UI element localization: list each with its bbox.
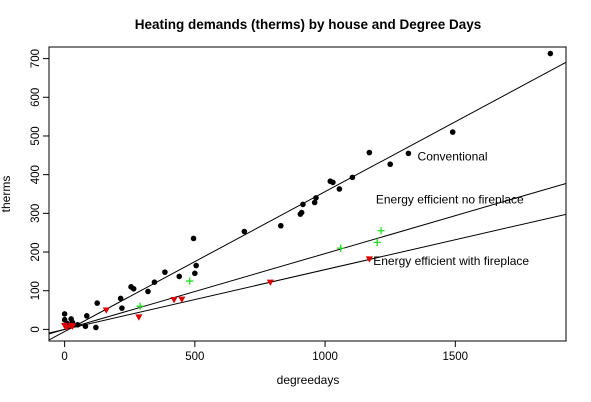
annotation-1: Energy efficient no fireplace (376, 192, 524, 206)
data-point-s0-14 (145, 288, 151, 295)
data-point-s0-36 (547, 50, 554, 57)
data-point-s2-1 (63, 324, 71, 332)
annotation-2: Energy efficient with fireplace (373, 254, 529, 268)
data-point-s0-5 (74, 321, 81, 328)
data-point-s0-34 (405, 150, 412, 157)
x-tick-label-3: 1500 (443, 351, 469, 363)
data-point-s0-16 (162, 269, 168, 275)
y-tick-label-1: 100 (30, 281, 42, 300)
y-tick-label-6: 600 (30, 88, 42, 107)
data-point-s0-35 (449, 129, 456, 135)
x-tick-label-2: 1000 (312, 351, 338, 363)
data-point-s0-26 (311, 199, 318, 206)
data-point-s1-2 (337, 244, 345, 252)
y-tick-label-2: 200 (30, 242, 42, 261)
annotation-0: Conventional (418, 149, 488, 163)
data-point-s0-33 (387, 161, 393, 168)
y-axis-title: therms (0, 176, 13, 213)
data-point-s1-0 (136, 302, 144, 310)
x-tick-label-1: 500 (185, 351, 204, 363)
data-point-s2-8 (266, 279, 274, 286)
data-point-s0-25 (300, 201, 306, 208)
data-point-s2-6 (170, 297, 178, 304)
data-point-s2-7 (178, 296, 186, 303)
chart-title: Heating demands (therms) by house and De… (135, 17, 482, 32)
data-point-s2-3 (68, 323, 77, 330)
regression-line-0 (49, 61, 566, 341)
data-point-s0-20 (193, 262, 199, 269)
y-tick-label-3: 300 (30, 204, 42, 223)
data-point-s0-10 (117, 295, 124, 302)
regression-line-2 (49, 213, 566, 334)
data-point-s0-31 (349, 174, 356, 181)
data-point-s1-3 (373, 238, 381, 246)
x-axis-title: degreedays (277, 373, 340, 387)
plot-frame (48, 46, 567, 342)
data-point-s0-29 (330, 179, 336, 186)
data-point-s0-11 (119, 305, 125, 311)
x-tick-label-0: 0 (61, 351, 67, 363)
data-point-s1-4 (377, 227, 385, 235)
data-point-s0-19 (192, 270, 198, 277)
data-point-s0-0 (61, 311, 68, 317)
data-point-s2-5 (135, 314, 143, 321)
data-point-s0-30 (336, 186, 343, 192)
data-point-s2-4 (102, 307, 110, 314)
data-point-s0-8 (93, 324, 99, 331)
y-tick-label-0: 0 (30, 326, 42, 332)
data-point-s0-21 (241, 228, 248, 235)
y-tick-label-7: 700 (30, 49, 42, 68)
y-tick-label-5: 500 (30, 126, 42, 145)
data-point-s0-9 (94, 300, 100, 306)
regression-line-1 (49, 182, 566, 335)
data-point-s0-24 (298, 209, 305, 216)
data-point-s1-1 (186, 277, 194, 285)
data-point-s0-7 (83, 313, 90, 319)
data-point-s0-6 (82, 323, 89, 330)
data-point-s0-17 (176, 273, 183, 280)
data-point-s0-13 (130, 285, 137, 292)
data-point-s0-18 (190, 235, 197, 242)
data-point-s2-9 (365, 256, 373, 263)
data-point-s0-32 (366, 149, 373, 156)
y-tick-label-4: 400 (30, 165, 42, 184)
data-point-s0-22 (278, 222, 284, 229)
data-point-s0-15 (151, 279, 158, 286)
data-point-s0-27 (313, 195, 319, 201)
